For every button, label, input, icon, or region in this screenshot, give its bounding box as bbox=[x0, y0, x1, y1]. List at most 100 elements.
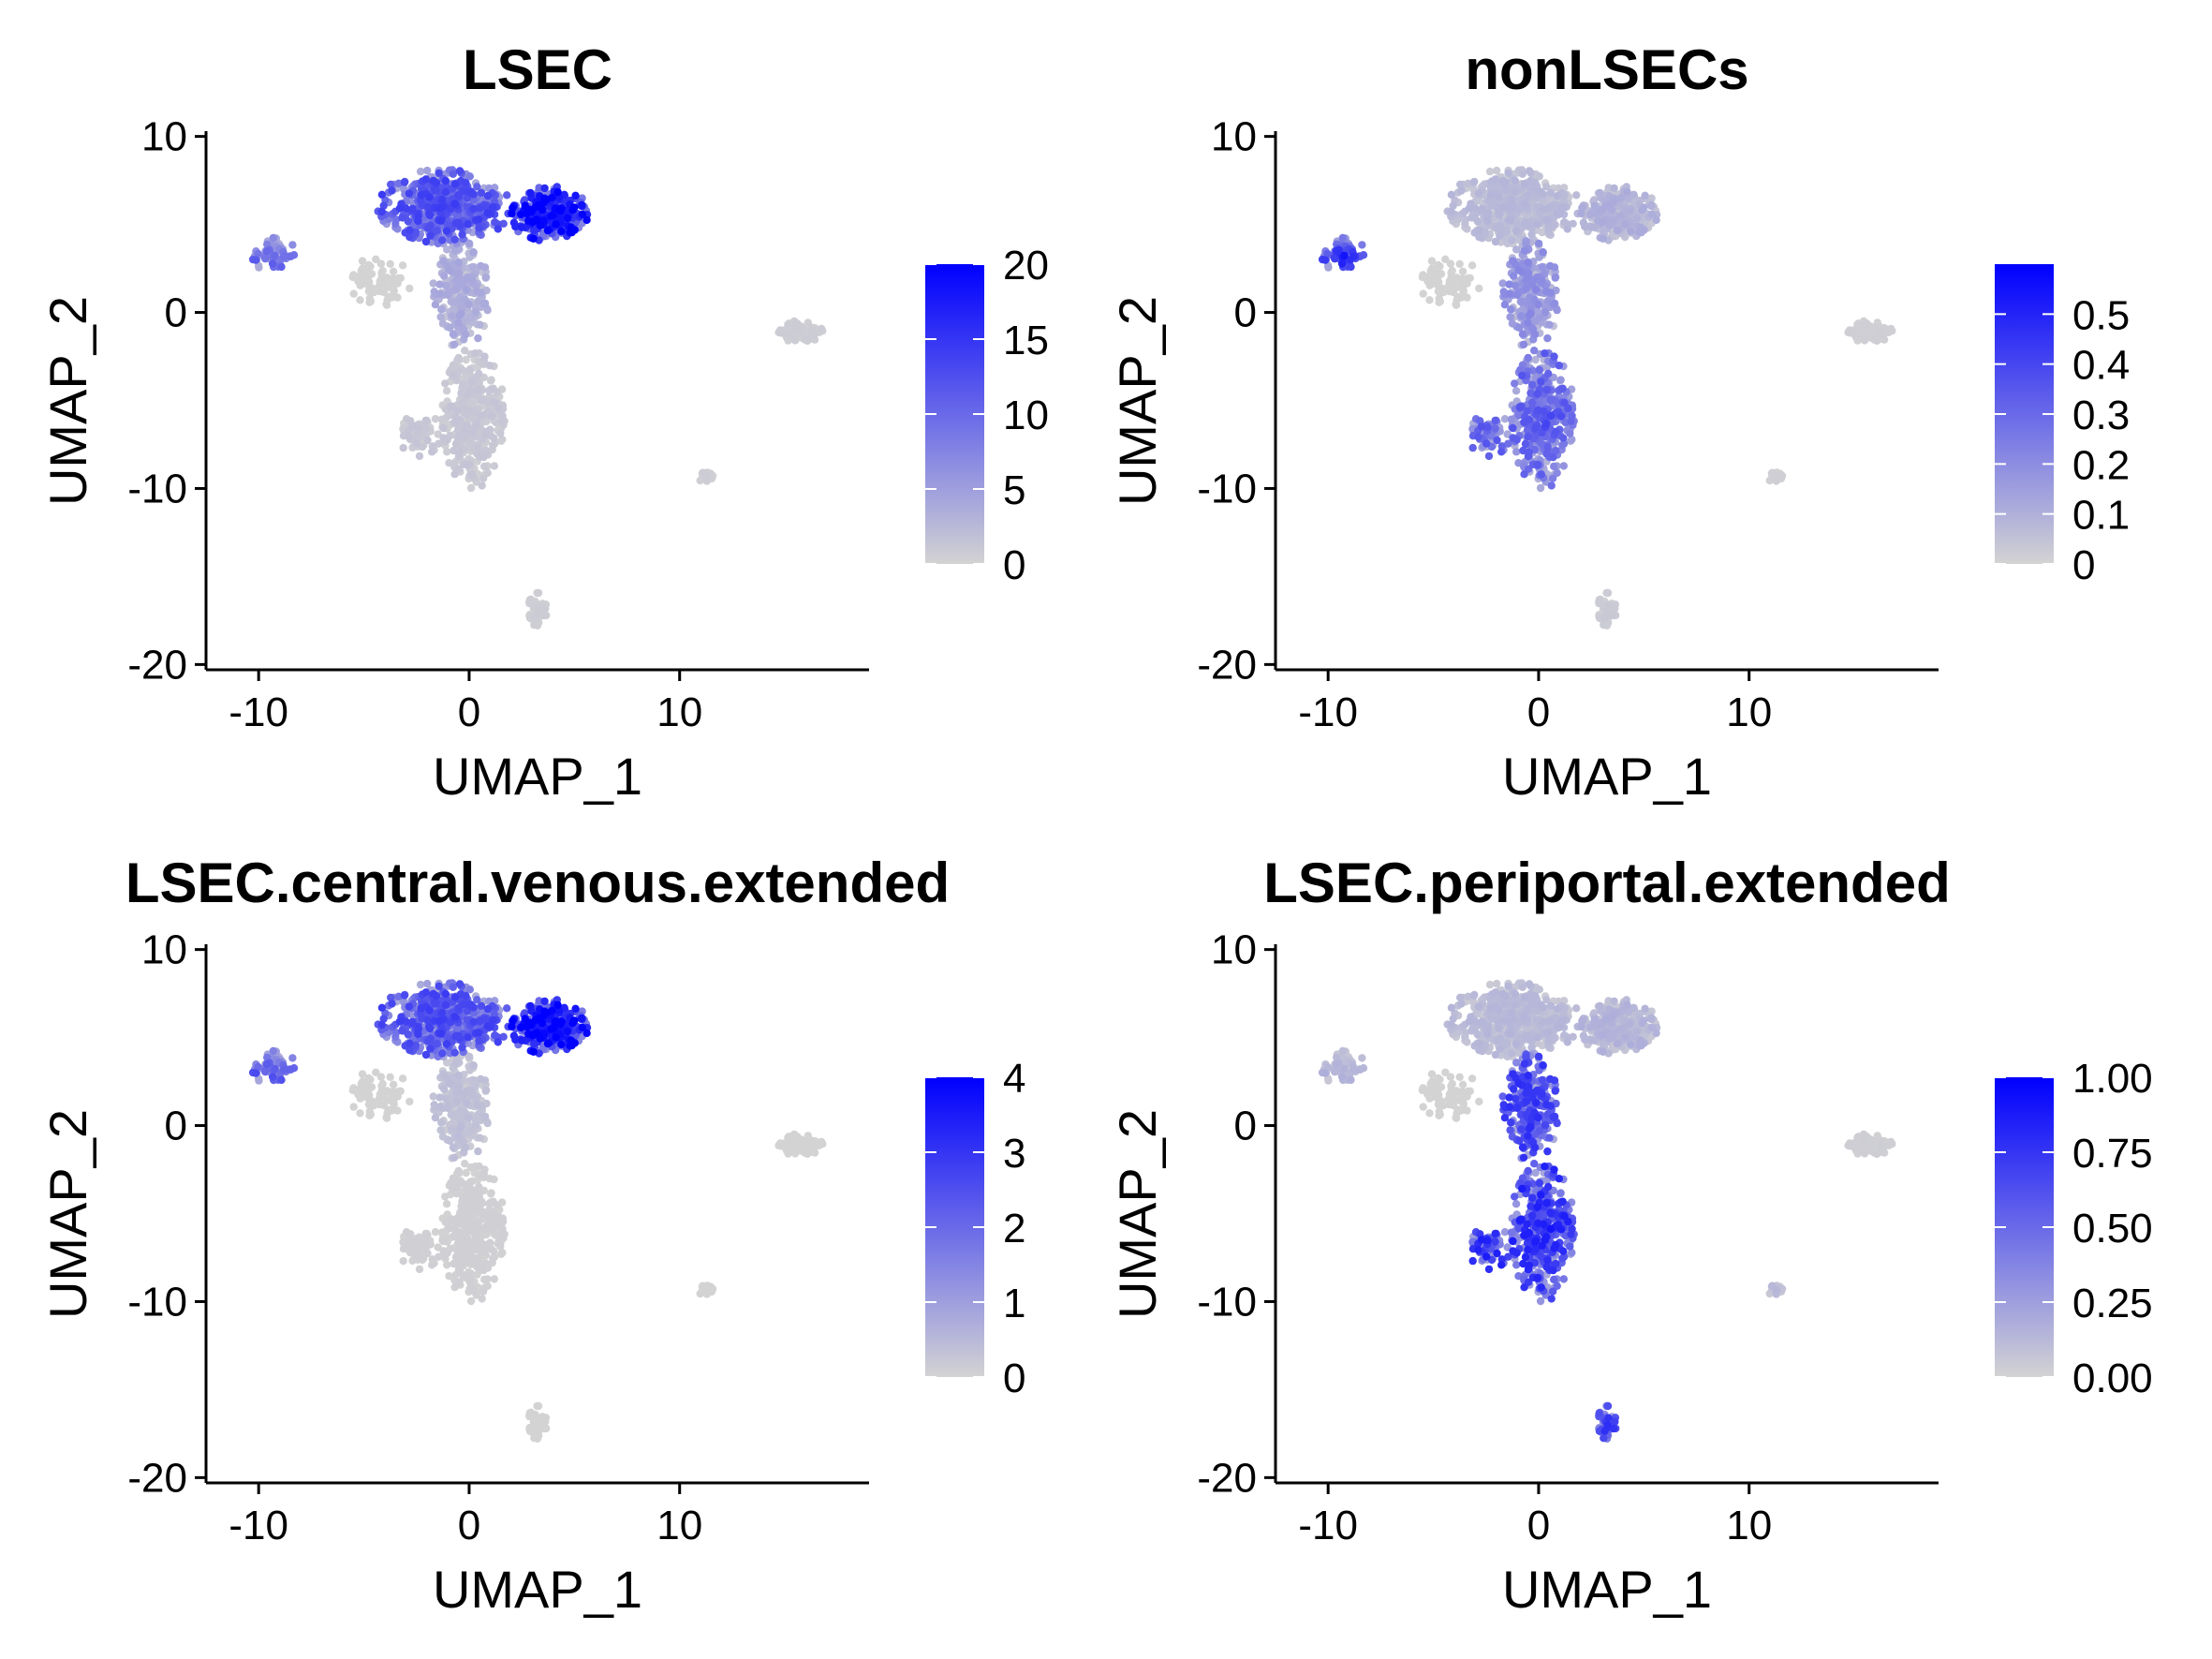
cell-point bbox=[1880, 331, 1888, 339]
cell-point bbox=[465, 406, 473, 415]
cell-point bbox=[1559, 434, 1568, 442]
cell-point bbox=[1553, 209, 1561, 217]
cell-point bbox=[1535, 313, 1543, 322]
cell-point bbox=[1457, 186, 1466, 195]
cell-point bbox=[467, 1191, 476, 1199]
cell-point bbox=[482, 446, 491, 455]
cell-point bbox=[787, 330, 795, 339]
cell-point bbox=[1600, 621, 1608, 630]
cell-point bbox=[543, 226, 553, 235]
cell-point bbox=[479, 1266, 488, 1275]
cell-point bbox=[478, 1295, 486, 1303]
cell-point bbox=[399, 1256, 407, 1266]
cell-point bbox=[1863, 319, 1871, 328]
cell-point bbox=[1544, 224, 1553, 232]
cell-point bbox=[391, 215, 401, 224]
y-tick-label: -20 bbox=[127, 642, 187, 688]
cell-point bbox=[793, 319, 802, 328]
cell-point bbox=[1596, 188, 1604, 198]
cell-point bbox=[457, 1202, 465, 1210]
cell-point bbox=[376, 259, 386, 268]
cell-point bbox=[1543, 333, 1552, 343]
cell-point bbox=[1340, 251, 1349, 260]
cell-point bbox=[1486, 191, 1495, 200]
cell-point bbox=[415, 452, 424, 461]
cell-point bbox=[795, 1137, 804, 1147]
cell-point bbox=[1520, 246, 1529, 255]
cell-point bbox=[436, 313, 445, 321]
cell-point bbox=[539, 611, 548, 620]
cell-point bbox=[1555, 362, 1563, 370]
cell-point bbox=[489, 384, 497, 393]
cell-point bbox=[414, 423, 422, 432]
cell-point bbox=[1539, 248, 1547, 257]
cell-point bbox=[288, 241, 297, 249]
cell-point bbox=[423, 436, 432, 445]
cell-point bbox=[469, 1017, 478, 1027]
cell-point bbox=[480, 1244, 489, 1252]
cell-point bbox=[421, 1229, 430, 1238]
x-axis-title: UMAP_1 bbox=[1502, 747, 1712, 806]
cell-point bbox=[277, 262, 286, 272]
cell-point bbox=[384, 292, 392, 301]
cell-point bbox=[450, 1059, 460, 1068]
legend-tick-label: 0.1 bbox=[2072, 493, 2130, 539]
cell-point bbox=[438, 1049, 447, 1058]
cell-point bbox=[446, 403, 454, 411]
cell-point bbox=[366, 297, 375, 305]
cell-point bbox=[1458, 267, 1467, 275]
cell-point bbox=[494, 225, 502, 233]
cell-point bbox=[448, 312, 456, 320]
cell-point bbox=[389, 1088, 397, 1096]
cell-point bbox=[778, 1142, 787, 1150]
cell-point bbox=[469, 204, 478, 214]
cell-point bbox=[372, 255, 380, 263]
cell-point bbox=[455, 1082, 464, 1091]
cell-point bbox=[473, 385, 481, 394]
cell-point bbox=[458, 398, 467, 407]
cell-point bbox=[508, 209, 516, 218]
cell-point bbox=[454, 218, 463, 227]
cell-point bbox=[366, 1110, 375, 1118]
cell-point bbox=[461, 1143, 470, 1152]
cell-point bbox=[1507, 415, 1516, 423]
cell-point bbox=[784, 320, 792, 329]
cell-point bbox=[435, 169, 443, 177]
cell-point bbox=[1590, 201, 1599, 210]
cell-point bbox=[415, 1265, 424, 1274]
cell-point bbox=[1559, 462, 1568, 470]
cell-point bbox=[467, 1283, 476, 1292]
cell-point bbox=[398, 1074, 407, 1083]
cell-point bbox=[1519, 340, 1528, 348]
cell-point bbox=[535, 200, 544, 209]
cell-point bbox=[1502, 226, 1511, 235]
cell-point bbox=[1435, 277, 1443, 287]
cell-point bbox=[449, 983, 457, 991]
cell-point bbox=[1520, 200, 1528, 208]
cell-point bbox=[1512, 290, 1522, 299]
cell-point bbox=[480, 431, 489, 439]
cell-point bbox=[261, 254, 270, 263]
cell-point bbox=[530, 621, 538, 630]
cell-point bbox=[480, 1112, 490, 1121]
cell-point bbox=[475, 1037, 483, 1045]
cell-point bbox=[1610, 184, 1618, 193]
cell-point bbox=[452, 284, 462, 292]
cell-point bbox=[466, 483, 476, 493]
cell-point bbox=[489, 1197, 497, 1206]
cell-point bbox=[279, 252, 288, 260]
cell-point bbox=[1587, 223, 1596, 231]
cell-point bbox=[528, 218, 538, 227]
cell-point bbox=[462, 431, 471, 440]
cell-point bbox=[485, 1175, 494, 1183]
scatter-points bbox=[248, 166, 827, 630]
cell-point bbox=[1504, 169, 1512, 177]
cell-point bbox=[405, 189, 414, 198]
cell-point bbox=[421, 1050, 431, 1059]
cell-point bbox=[413, 1252, 421, 1261]
cell-point bbox=[465, 365, 474, 375]
cell-point bbox=[405, 1246, 413, 1254]
panel-title: LSEC bbox=[463, 38, 612, 101]
cell-point bbox=[1500, 301, 1510, 309]
cell-point bbox=[389, 1080, 398, 1089]
